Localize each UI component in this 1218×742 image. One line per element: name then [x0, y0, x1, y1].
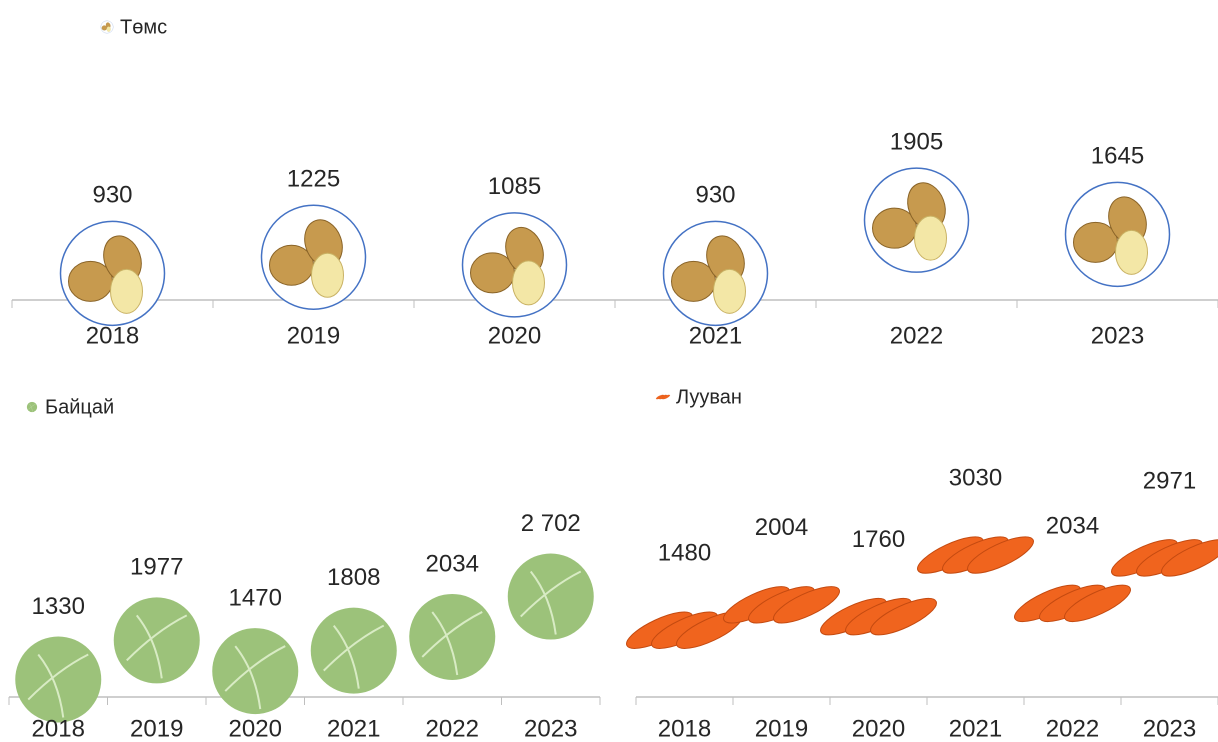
data-label: 930 — [695, 182, 735, 209]
x-tick-label: 2021 — [949, 715, 1002, 742]
cabbage — [212, 628, 298, 714]
data-label: 3030 — [949, 464, 1002, 491]
legend-label: Лууван — [676, 386, 742, 408]
cabbage — [409, 594, 495, 680]
potato-part — [513, 261, 545, 305]
data-label: 1808 — [327, 564, 380, 591]
data-label: 1470 — [229, 584, 282, 611]
picture-marker — [212, 628, 298, 714]
picture-marker — [409, 594, 495, 680]
data-label: 2971 — [1143, 467, 1196, 494]
potato-part — [111, 269, 143, 313]
cabbage — [311, 608, 397, 694]
charts: Төмс 930 1225 1085 930 1905 1645 2018 2019 2020 20… — [0, 0, 1218, 742]
potato-part — [714, 269, 746, 313]
x-tick-label: 2018 — [658, 715, 711, 742]
x-tick-label: 2019 — [130, 715, 183, 742]
picture-marker — [311, 608, 397, 694]
x-tick-label: 2023 — [524, 715, 577, 742]
data-label: 2034 — [1046, 513, 1099, 540]
data-label: 1225 — [287, 166, 340, 193]
x-tick-label: 2020 — [488, 322, 541, 349]
data-label: 1977 — [130, 554, 183, 581]
picture-marker — [508, 554, 594, 640]
x-tick-label: 2020 — [229, 715, 282, 742]
data-label: 1085 — [488, 173, 541, 200]
x-tick-label: 2022 — [1046, 715, 1099, 742]
cabbage — [114, 597, 200, 683]
x-tick-label: 2022 — [426, 715, 479, 742]
potato-part — [107, 27, 111, 32]
data-label: 930 — [92, 182, 132, 209]
picture-marker — [664, 221, 768, 325]
potato-part — [1116, 230, 1148, 274]
legend-icon — [656, 394, 671, 400]
picture-marker — [865, 168, 969, 272]
data-label: 2004 — [755, 514, 808, 541]
x-tick-label: 2021 — [689, 322, 742, 349]
cabbage — [15, 637, 101, 723]
potato-part — [312, 253, 344, 297]
picture-marker — [463, 213, 567, 317]
legend-icon — [101, 21, 113, 33]
picture-marker — [1010, 578, 1135, 628]
data-label: 2034 — [426, 550, 479, 577]
cabbage — [27, 402, 37, 412]
data-label: 1330 — [32, 593, 85, 620]
x-tick-label: 2020 — [852, 715, 905, 742]
data-label: 1645 — [1091, 143, 1144, 170]
data-label: 2 702 — [521, 510, 581, 537]
x-tick-label: 2021 — [327, 715, 380, 742]
picture-marker — [114, 597, 200, 683]
x-tick-label: 2023 — [1143, 715, 1196, 742]
data-label: 1760 — [852, 526, 905, 553]
picture-marker — [15, 637, 101, 723]
legend-label: Байцай — [45, 396, 114, 418]
potato-part — [915, 216, 947, 260]
x-tick-label: 2023 — [1091, 322, 1144, 349]
x-tick-label: 2022 — [890, 322, 943, 349]
picture-marker — [1066, 182, 1170, 286]
data-label: 1905 — [890, 129, 943, 156]
cabbage — [508, 554, 594, 640]
x-tick-label: 2018 — [32, 715, 85, 742]
picture-marker — [61, 221, 165, 325]
x-tick-label: 2018 — [86, 322, 139, 349]
legend-icon — [27, 402, 37, 412]
x-tick-label: 2019 — [755, 715, 808, 742]
picture-marker — [913, 530, 1038, 580]
x-tick-label: 2019 — [287, 322, 340, 349]
legend-label: Төмс — [120, 16, 167, 38]
picture-marker — [1107, 533, 1218, 583]
picture-marker — [262, 205, 366, 309]
data-label: 1480 — [658, 540, 711, 567]
